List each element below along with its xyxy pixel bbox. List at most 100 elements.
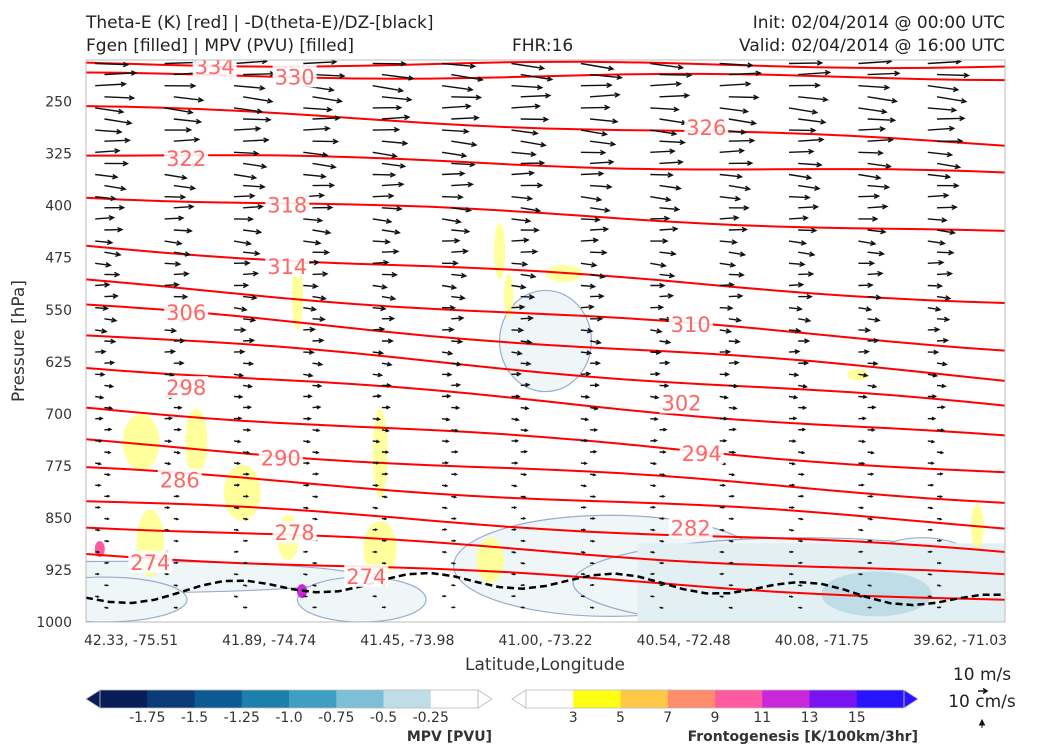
wind-arrow (303, 217, 324, 224)
wind-arrow (659, 339, 672, 345)
wind-arrow (233, 193, 256, 199)
wind-arrow (798, 118, 827, 125)
wind-arrow (520, 472, 528, 477)
wind-arrow (303, 106, 334, 113)
wind-arrow (728, 473, 736, 477)
theta-e-contour-label: 278 (275, 521, 315, 545)
wind-arrow (233, 60, 269, 65)
wind-arrow (936, 115, 966, 122)
frontogenesis-colorbar-segment (762, 690, 810, 708)
wind-arrow (233, 394, 244, 399)
mpv-colorbar-segment (147, 690, 195, 708)
wind-arrow (173, 494, 180, 498)
wind-arrow (173, 606, 179, 609)
contour-label-bg (265, 254, 310, 277)
wind-arrow (858, 173, 882, 181)
wind-arrow (788, 483, 796, 487)
frontogenesis-colorbar-extend-left (511, 689, 527, 709)
wind-arrow (520, 606, 526, 609)
wind-arrow (580, 304, 595, 310)
wind-arrow (798, 338, 811, 344)
wind-arrow (381, 248, 400, 255)
y-tick-label: 250 (45, 95, 72, 111)
wind-arrow (381, 73, 415, 81)
theta-e-contour-label: 290 (261, 446, 301, 470)
wind-arrow (728, 383, 739, 389)
wind-arrow (650, 484, 657, 488)
wind-arrow (936, 495, 944, 499)
wind-arrow (520, 294, 536, 300)
wind-arrow (867, 117, 897, 123)
theta-e-contour (86, 438, 1005, 504)
wind-arrow (927, 85, 960, 93)
wind-arrow (303, 283, 319, 289)
wind-arrow (233, 528, 240, 532)
mpv-colorbar-tick-label: -1.25 (224, 710, 260, 726)
wind-arrow (312, 271, 329, 277)
wind-arrow (243, 539, 249, 543)
wind-arrow (659, 517, 666, 521)
wind-arrow (381, 539, 388, 543)
wind-arrow (164, 194, 187, 200)
wind-arrow (312, 162, 337, 170)
wind-arrow (728, 338, 741, 345)
wind-arrow (451, 562, 457, 565)
wind-arrow (927, 349, 940, 355)
wind-arrow (580, 394, 591, 400)
wind-arrow (789, 572, 795, 576)
wind-arrow (243, 606, 248, 609)
wind-arrow (233, 506, 240, 510)
wind-arrow (728, 584, 734, 587)
wind-arrow (312, 115, 342, 121)
wind-arrow (243, 228, 263, 235)
wind-arrow (233, 483, 241, 487)
wind-arrow (936, 316, 951, 323)
wind-arrow (590, 517, 596, 520)
wind-arrow (451, 428, 460, 433)
quiver-key-label-vertical: 10 cm/s (948, 692, 1016, 712)
wind-arrow (242, 450, 251, 455)
mpv-colorbar-tick-label: -1.0 (275, 710, 302, 726)
wind-arrow (936, 162, 962, 170)
wind-arrow (95, 305, 110, 312)
wind-arrow (788, 462, 796, 466)
wind-arrow (580, 196, 603, 202)
frontogenesis-region (185, 408, 208, 476)
wind-arrow (798, 96, 829, 103)
wind-arrow (590, 73, 624, 81)
wind-arrow (372, 104, 403, 111)
frontogenesis-colorbar-tick-label: 13 (801, 710, 819, 726)
wind-arrow (312, 73, 346, 79)
wind-arrow (442, 170, 466, 177)
wind-arrow (590, 315, 604, 322)
wind-arrow (303, 439, 311, 444)
wind-arrow (719, 239, 738, 245)
wind-arrow (927, 173, 952, 180)
wind-arrow (95, 505, 101, 509)
wind-arrow (451, 228, 471, 235)
wind-arrow (798, 204, 820, 210)
wind-arrow (858, 240, 877, 246)
wind-arrow (173, 539, 180, 543)
wind-arrow (788, 282, 805, 288)
wind-arrow (650, 238, 669, 244)
contour-label-bg (164, 376, 209, 399)
wind-arrow (867, 561, 873, 565)
wind-arrow (520, 248, 539, 255)
wind-arrow (728, 94, 760, 101)
wind-arrow (312, 450, 320, 455)
wind-arrow (104, 137, 131, 144)
mpv-colorbar-segment (100, 690, 148, 708)
wind-arrow (243, 183, 266, 190)
wind-arrow (303, 506, 310, 510)
frontogenesis-colorbar-segment (856, 690, 905, 708)
wind-arrow (798, 161, 823, 168)
wind-arrow (927, 506, 934, 510)
wind-arrow (442, 372, 453, 377)
wind-arrow (867, 494, 874, 498)
wind-arrow (104, 317, 118, 323)
theta-e-contour (86, 60, 1005, 70)
wind-arrow (312, 182, 336, 189)
wind-arrow (867, 96, 898, 104)
wind-arrow (451, 517, 457, 521)
